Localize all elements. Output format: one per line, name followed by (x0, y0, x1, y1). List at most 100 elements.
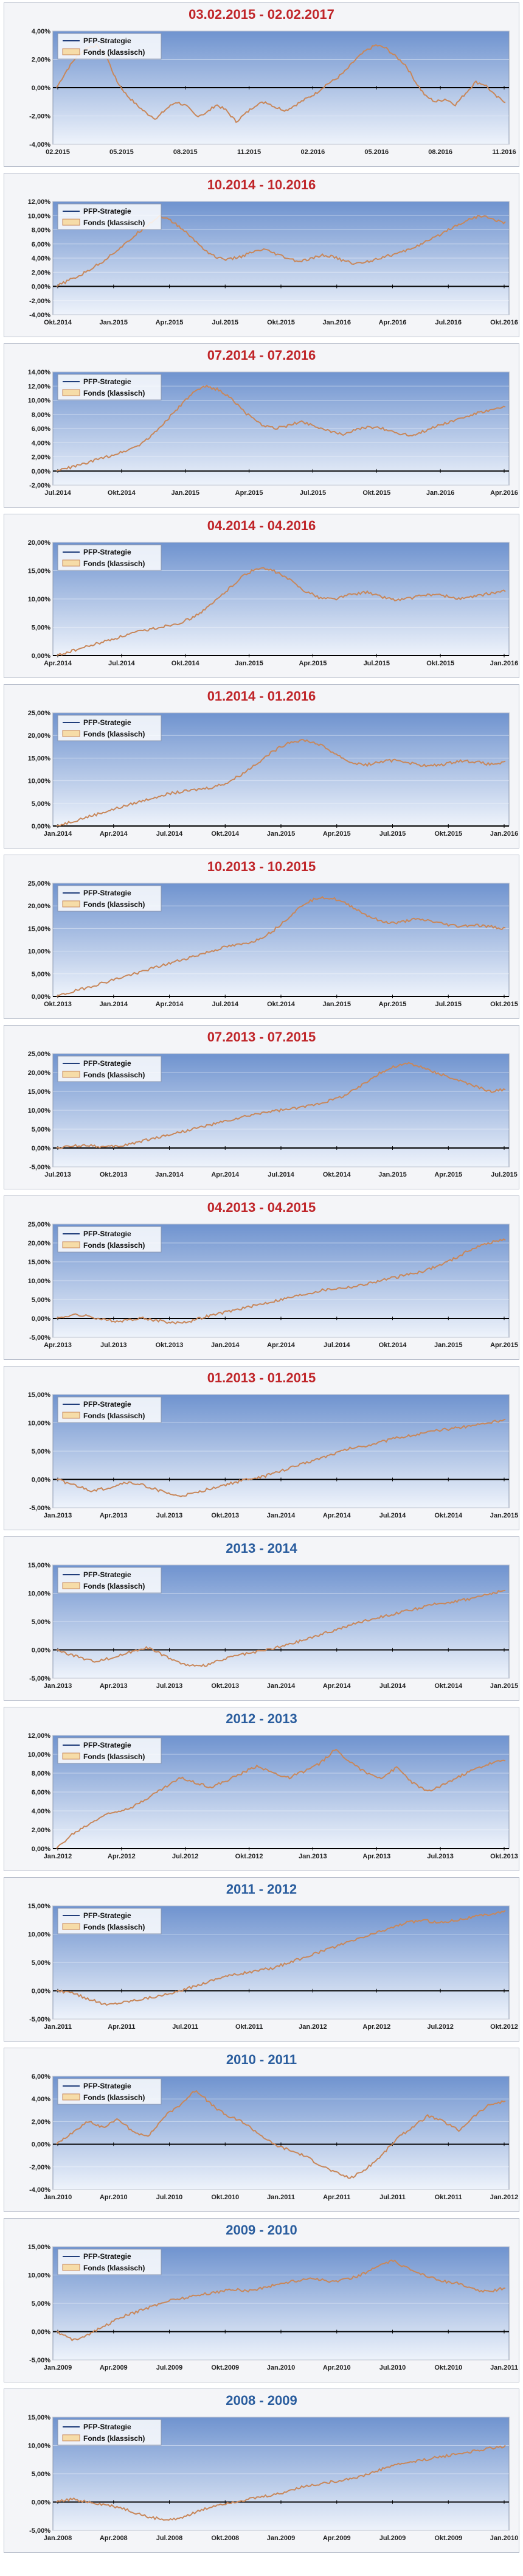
x-tick-label: Okt.2014 (44, 319, 72, 326)
line-chart: 4,00% 2,00% 0,00% -2,00% -4,00%02.2015 05.201… (29, 28, 516, 156)
y-tick-label: -4,00% (29, 2186, 50, 2194)
y-tick-label: 0,00% (32, 1846, 50, 1853)
y-tick-label: 25,00% (28, 880, 51, 887)
x-tick-label: Okt.2009 (434, 2535, 462, 2542)
x-tick-label: Jan.2014 (100, 1001, 128, 1008)
legend-label-fund: Fonds (klassisch) (83, 1582, 145, 1591)
x-tick-label: Apr.2015 (379, 1001, 407, 1008)
y-tick-label: -2,00% (29, 113, 50, 121)
x-tick-label: Okt.2015 (267, 319, 295, 326)
y-tick-label: 15,00% (28, 1562, 51, 1569)
legend-swatch-fund (62, 2264, 80, 2271)
line-chart: 25,00% 20,00% 15,00% 10,00% 5,00% 0,00% -5,00%… (28, 1051, 518, 1178)
x-tick-label: Jan.2016 (490, 830, 518, 838)
y-tick-label: -5,00% (29, 2357, 50, 2364)
legend-label-fund: Fonds (klassisch) (83, 1412, 145, 1420)
y-tick-label: -5,00% (29, 1675, 50, 1682)
y-tick-label: 6,00% (32, 241, 50, 248)
y-tick-label: 10,00% (28, 948, 51, 956)
x-tick-label: Jul.2013 (100, 1342, 126, 1349)
x-tick-label: Okt.2010 (211, 2194, 239, 2201)
y-tick-label: 10,00% (28, 1931, 51, 1939)
line-chart: 25,00%20,00%15,00%10,00%5,00%0,00%Okt.20… (28, 880, 518, 1008)
legend-swatch-fund (62, 1752, 80, 1760)
x-tick-label: Apr.2014 (156, 1001, 184, 1008)
legend-label-strategy: PFP-Strategie (83, 2423, 131, 2431)
x-tick-label: Jul.2015 (212, 319, 238, 326)
x-tick-label: Jul.2011 (379, 2194, 406, 2201)
legend-swatch-fund (62, 2093, 80, 2101)
x-tick-label: Jan.2011 (267, 2194, 295, 2201)
chart-title: 2010 - 2011 (226, 2052, 297, 2067)
x-tick-label: Jan.2013 (299, 1853, 327, 1860)
legend-box (57, 2078, 162, 2105)
legend: PFP-Strategie Fonds (klassisch) (57, 715, 162, 741)
chart-panel: 10.2014 - 10.2016 12,00% 10,00% 8,00% 6,00% 4… (4, 173, 519, 337)
y-tick-label: 10,00% (28, 1591, 51, 1598)
x-tick-label: Apr.2013 (362, 1853, 390, 1860)
x-tick-label: Jan.2015 (378, 1171, 406, 1178)
legend: PFP-Strategie Fonds (klassisch) (57, 544, 162, 571)
x-tick-label: Apr.2015 (490, 1342, 518, 1349)
chart-panel: 07.2014 - 07.2016 14,00% 12,00% 10,00% 8,00%… (4, 343, 519, 508)
x-tick-label: Apr.2013 (44, 1342, 72, 1349)
legend-swatch-fund (62, 48, 80, 55)
series-line-fonds (56, 43, 506, 124)
y-tick-label: 20,00% (28, 732, 51, 740)
y-tick-label: 0,00% (32, 1647, 50, 1654)
x-tick-label: Jul.2015 (364, 660, 390, 667)
x-tick-label: Apr.2014 (100, 830, 128, 838)
series-line-fonds (56, 1748, 506, 1849)
x-tick-label: Okt.2008 (211, 2535, 239, 2542)
chart-panel: 2013 - 2014 15,00% 10,00% 5,00% 0,00% -5,00% J… (4, 1536, 519, 1701)
chart-panel: 04.2013 - 04.2015 25,00% 20,00% 15,00% 10,00… (4, 1195, 519, 1360)
y-tick-label: 5,00% (32, 625, 50, 632)
legend-swatch-fund (62, 1923, 80, 1930)
legend-swatch-fund (62, 1071, 80, 1078)
y-tick-label: 8,00% (32, 227, 50, 234)
legend: PFP-Strategie Fonds (klassisch) (57, 2078, 162, 2105)
legend-label-strategy: PFP-Strategie (83, 2252, 131, 2261)
legend-label-strategy: PFP-Strategie (83, 1059, 131, 1068)
series-line-fonds (56, 2445, 506, 2521)
x-tick-label: Jan.2015 (490, 1682, 518, 1690)
series-line-fonds (56, 385, 506, 472)
legend: PFP-Strategie Fonds (klassisch) (57, 1055, 162, 1082)
legend-swatch-fund (62, 1412, 80, 1419)
y-tick-label: 15,00% (28, 568, 51, 575)
y-tick-label: 0,00% (32, 2141, 50, 2149)
line-chart: 12,00%10,00%8,00%6,00%4,00%2,00%0,00%Jan… (28, 1732, 518, 1860)
legend-label-strategy: PFP-Strategie (83, 548, 131, 556)
legend: PFP-Strategie Fonds (klassisch) (57, 1908, 162, 1934)
x-tick-label: Jul.2014 (44, 489, 71, 497)
x-tick-label: Jul.2013 (156, 1512, 182, 1519)
x-tick-label: Okt.2011 (435, 2194, 462, 2201)
chart-title: 01.2014 - 01.2016 (207, 688, 316, 704)
x-tick-label: Okt.2014 (323, 1171, 352, 1178)
line-chart: 15,00% 10,00% 5,00% 0,00% -5,00%Jan.2009 Apr.… (28, 2244, 518, 2371)
x-tick-label: Okt.2013 (100, 1171, 128, 1178)
x-tick-label: Apr.2010 (323, 2364, 351, 2371)
x-tick-label: Jul.2015 (491, 1171, 517, 1178)
legend-label-strategy: PFP-Strategie (83, 1400, 131, 1409)
y-tick-label: -5,00% (29, 2527, 50, 2535)
chart-panel: 2009 - 2010 15,00% 10,00% 5,00% 0,00% -5,00% J… (4, 2218, 519, 2382)
y-tick-label: 2,00% (32, 269, 50, 276)
legend-label-fund: Fonds (klassisch) (83, 1923, 145, 1931)
x-tick-label: Apr.2009 (100, 2364, 128, 2371)
legend-label-fund: Fonds (klassisch) (83, 1241, 145, 1250)
x-tick-label: 08.2016 (428, 149, 452, 156)
x-tick-label: Apr.2015 (156, 319, 184, 326)
y-tick-label: 0,00% (32, 2499, 50, 2507)
x-tick-label: Jan.2016 (426, 489, 454, 497)
x-tick-label: Jan.2011 (490, 2364, 518, 2371)
y-tick-label: 25,00% (28, 1051, 51, 1058)
x-tick-label: Okt.2012 (490, 2023, 518, 2031)
x-tick-label: Jul.2012 (172, 1853, 198, 1860)
chart-title: 01.2013 - 01.2015 (207, 1370, 316, 1385)
x-tick-label: Okt.2013 (490, 1853, 518, 1860)
x-tick-label: Jan.2015 (235, 660, 263, 667)
y-tick-label: -2,00% (29, 2164, 50, 2171)
y-tick-label: 0,00% (32, 284, 50, 291)
